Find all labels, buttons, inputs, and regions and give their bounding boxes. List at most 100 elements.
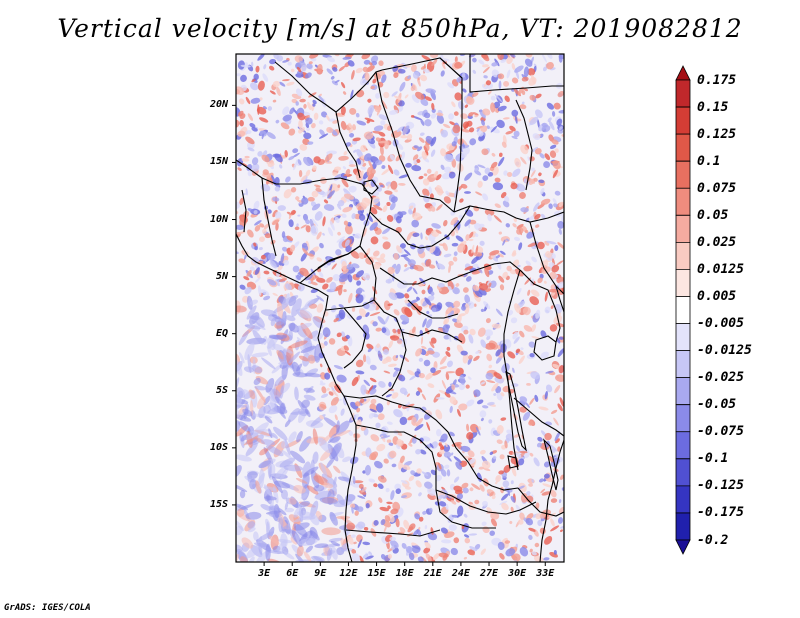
velocity-field [236, 54, 564, 562]
border-angola-south [345, 529, 441, 537]
lat-label: 15S [209, 498, 228, 510]
lon-label: 18E [395, 568, 414, 579]
colorbar-label: -0.1 [697, 451, 729, 467]
colorbar-segment [675, 187, 691, 216]
border-gabon [343, 307, 367, 369]
lake-malawi [542, 438, 559, 491]
colorbar-segment [675, 241, 691, 270]
border-north-east-2 [469, 54, 564, 93]
colorbar-label: -0.025 [697, 370, 744, 386]
colorbar-segment [675, 377, 691, 406]
lake-mweru [507, 455, 519, 469]
border-drc-east [503, 269, 521, 471]
lon-label: 24E [451, 568, 470, 579]
border-zambia [435, 489, 537, 515]
colorbar-label: 0.005 [697, 288, 737, 304]
coastline-east [539, 439, 564, 562]
lake-victoria [533, 335, 557, 361]
lon-ticks [263, 562, 546, 566]
border-drc-south [455, 447, 519, 491]
colorbar-segment [675, 269, 691, 297]
border-congo [373, 299, 407, 397]
border-uganda [519, 269, 561, 343]
border-north-east [381, 57, 463, 213]
lat-label: 5N [215, 270, 228, 282]
lake-tanganyika [505, 371, 527, 452]
colorbar-segment [675, 404, 691, 433]
lat-label: 15N [209, 156, 228, 168]
coastline-west [236, 233, 357, 562]
lat-label: 10S [209, 441, 228, 453]
lon-label: 6E [286, 568, 299, 579]
colorbar-label: -0.2 [697, 532, 729, 548]
country-borders [236, 54, 564, 562]
border-sudan [453, 205, 564, 223]
river-nile [515, 99, 533, 191]
border-angola [355, 424, 496, 529]
border-inner-2 [401, 329, 463, 343]
border-niger-chad [375, 71, 401, 159]
border-libya [335, 111, 361, 179]
lat-label: 5S [215, 384, 228, 396]
border-nigeria [261, 177, 277, 257]
lon-label: 15E [367, 568, 386, 579]
border-inner-1 [399, 157, 455, 213]
colorbar-segment [675, 350, 691, 379]
lat-label: EQ [215, 327, 228, 339]
lat-label: 20N [209, 99, 228, 111]
colorbar-label: 0.075 [697, 180, 737, 196]
colorbar-label: 0.0125 [697, 261, 744, 277]
border-chad-east [439, 57, 463, 79]
colorbar-segment [675, 160, 691, 189]
border-west-inner [241, 189, 247, 233]
colorbar-label: -0.075 [697, 424, 744, 440]
lake-chad [363, 179, 379, 195]
border-ethiopia [529, 221, 564, 295]
lon-label: 3E [258, 568, 271, 579]
colorbar-label: 0.05 [697, 207, 729, 223]
colorbar-segment [675, 431, 691, 460]
colorbar-segment [675, 323, 691, 351]
lon-label: 30E [508, 568, 527, 579]
lat-ticks [232, 104, 236, 506]
colorbar-label: 0.025 [697, 234, 737, 250]
colorbar-segment [675, 214, 691, 243]
colorbar-label: 0.175 [697, 72, 737, 88]
lat-label: 10N [209, 213, 228, 225]
lon-label: 33E [536, 568, 555, 579]
border-drc-west [343, 395, 457, 449]
border-mozambique [517, 487, 564, 517]
border-tanzania [513, 397, 564, 437]
lon-label: 27E [479, 568, 499, 579]
colorbar-top-arrow [675, 65, 691, 81]
map-frame [235, 53, 565, 563]
colorbar-label: -0.005 [697, 316, 744, 332]
colorbar-segment [675, 296, 691, 324]
border-cameroon [299, 245, 377, 311]
lon-label: 12E [339, 568, 358, 579]
colorbar-bottom-arrow [675, 539, 691, 555]
colorbar-label: -0.05 [697, 397, 737, 413]
colorbar-segment [675, 106, 691, 135]
river-congo [407, 299, 459, 319]
lon-label: 9E [314, 568, 327, 579]
border-kenya [555, 285, 564, 313]
grads-credit: GrADS: IGES/COLA [4, 603, 91, 613]
plot-title: Vertical velocity [m/s] at 850hPa, VT: 2… [57, 14, 743, 43]
colorbar-segment [675, 79, 691, 108]
colorbar [675, 65, 691, 555]
colorbar-label: -0.125 [697, 478, 744, 494]
colorbar-label: -0.0125 [697, 343, 752, 359]
colorbar-segment [675, 485, 691, 514]
lon-label: 21E [423, 568, 442, 579]
colorbar-label: 0.15 [697, 99, 729, 115]
colorbar-label: 0.1 [697, 153, 721, 169]
border-car-south [379, 261, 521, 285]
colorbar-label: 0.125 [697, 126, 737, 142]
border-central [369, 205, 471, 249]
colorbar-segment [675, 133, 691, 162]
colorbar-segment [675, 512, 691, 541]
colorbar-segment [675, 458, 691, 487]
colorbar-label: -0.175 [697, 505, 744, 521]
